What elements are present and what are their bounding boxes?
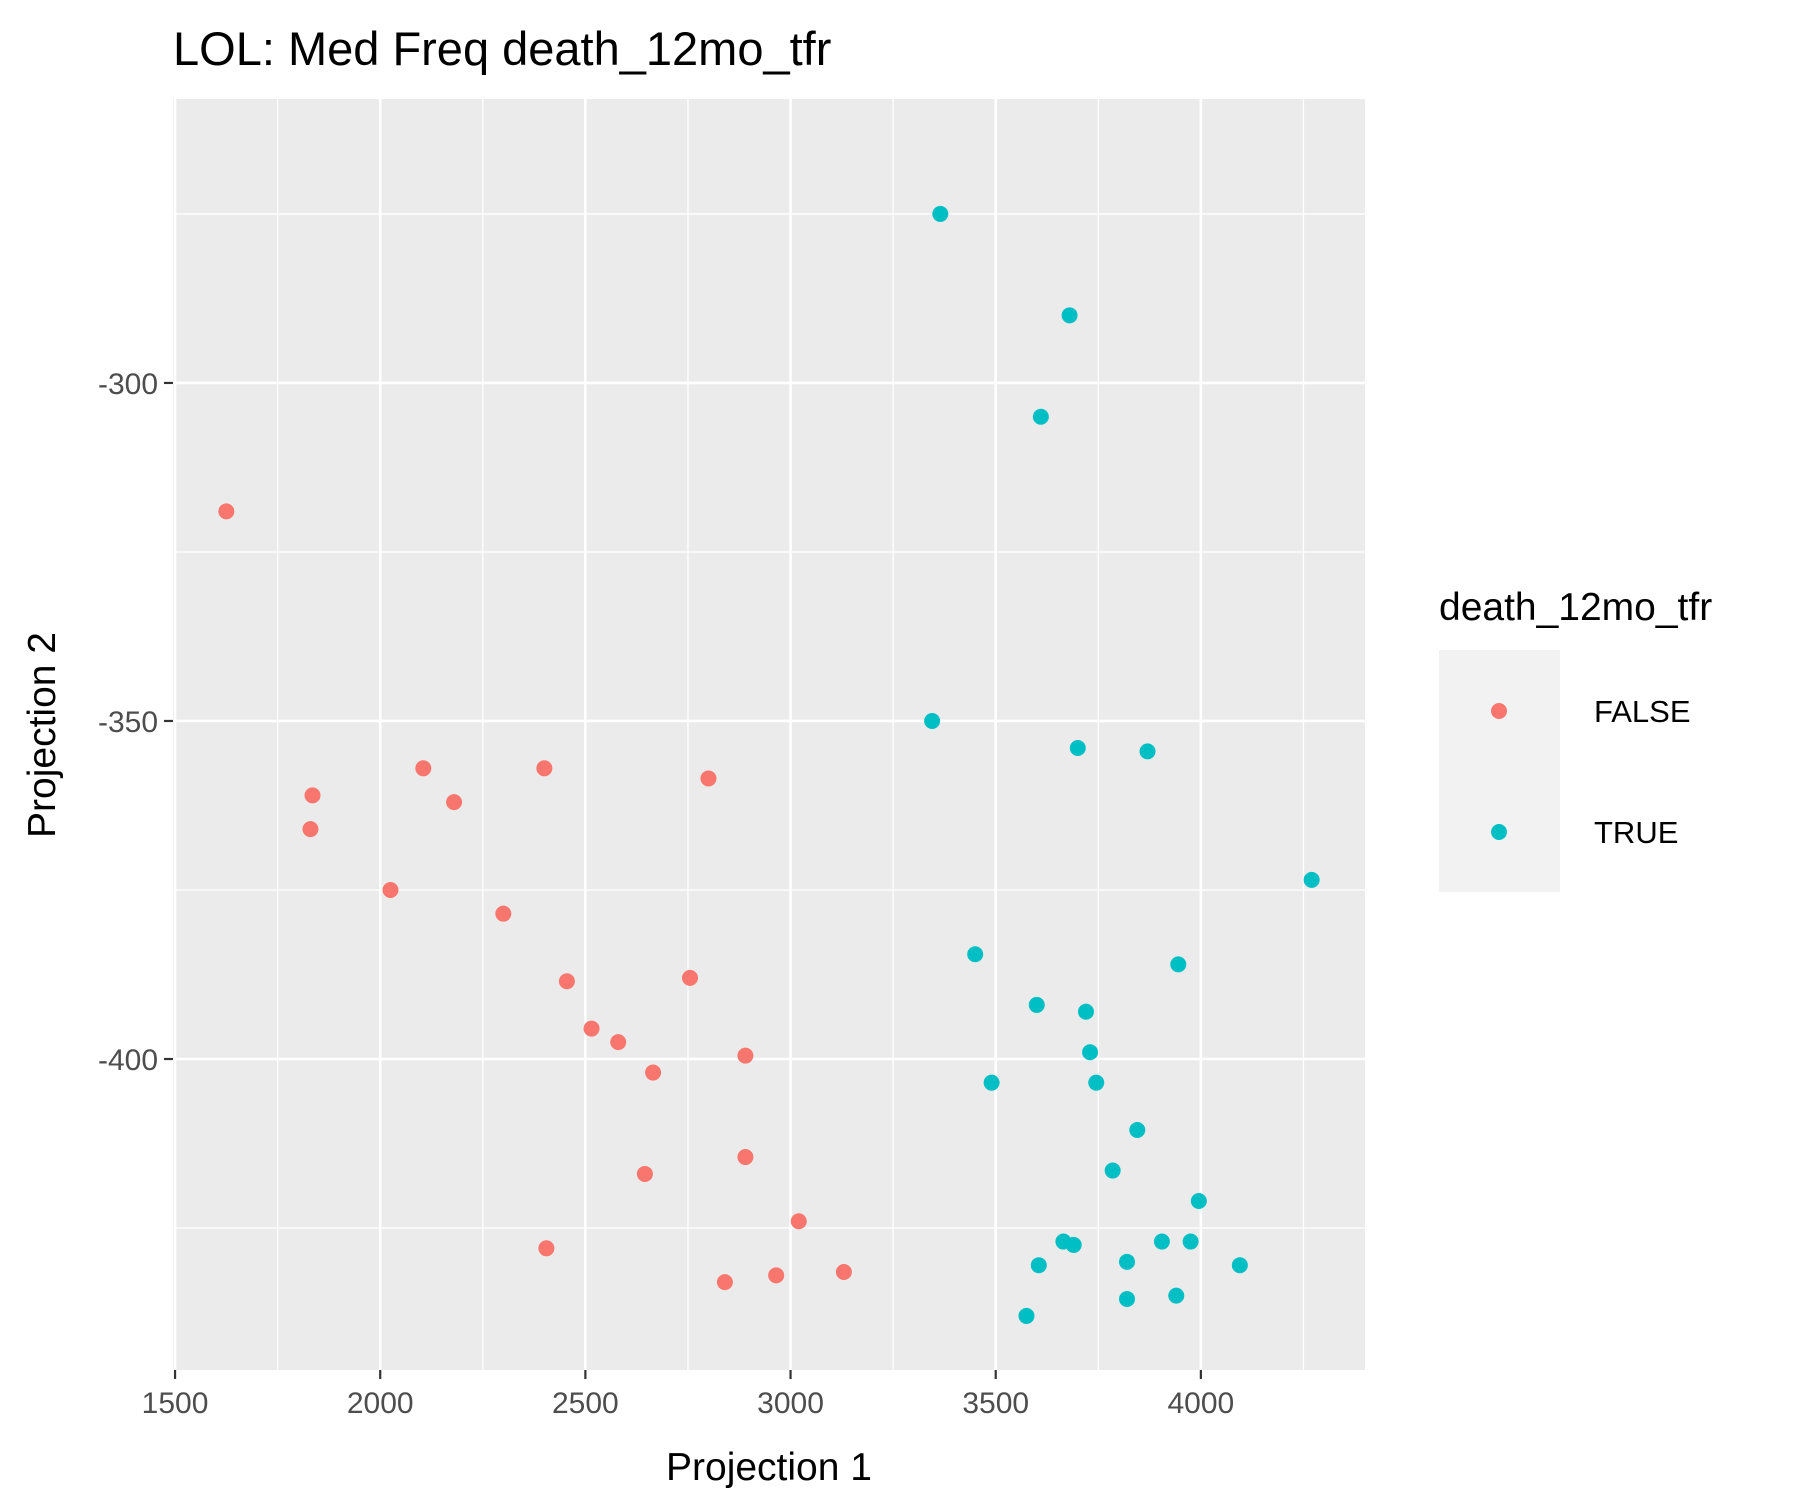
point-false: [218, 503, 235, 520]
point-false: [636, 1165, 653, 1182]
legend-key-false: [1491, 703, 1507, 719]
legend-label-false: FALSE: [1594, 694, 1691, 729]
point-false: [382, 881, 399, 898]
x-tick-label: 3000: [757, 1387, 824, 1420]
point-false: [536, 760, 553, 777]
point-false: [790, 1213, 807, 1230]
point-false: [835, 1263, 852, 1280]
legend-key-background: [1439, 650, 1560, 892]
legend-title: death_12mo_tfr: [1439, 586, 1712, 629]
point-false: [610, 1034, 627, 1051]
minor-gridlines: [173, 99, 1365, 1370]
point-true: [1182, 1233, 1199, 1250]
point-false: [495, 905, 512, 922]
point-true: [983, 1074, 1000, 1091]
point-true: [1077, 1003, 1094, 1020]
point-true: [1190, 1192, 1207, 1209]
point-true: [924, 712, 941, 729]
point-true: [1069, 740, 1086, 757]
point-true: [1139, 743, 1156, 760]
x-axis-title: Projection 1: [666, 1446, 872, 1489]
major-gridlines: [173, 99, 1365, 1370]
point-true: [1018, 1307, 1035, 1324]
point-false: [768, 1267, 785, 1284]
legend: death_12mo_tfr FALSE TRUE: [1439, 586, 1712, 892]
point-true: [1030, 1257, 1047, 1274]
point-true: [1153, 1233, 1170, 1250]
chart-title: LOL: Med Freq death_12mo_tfr: [173, 22, 831, 75]
point-true: [1119, 1291, 1136, 1308]
point-false: [682, 969, 699, 986]
y-axis-title: Projection 2: [21, 632, 64, 838]
point-false: [583, 1020, 600, 1037]
point-true: [1170, 956, 1187, 973]
point-true: [1303, 871, 1320, 888]
point-true: [1119, 1253, 1136, 1270]
point-false: [538, 1240, 555, 1257]
x-tick-label: 4000: [1167, 1387, 1234, 1420]
x-axis: 1500 2000 2500 3000 3500 4000: [142, 1370, 1234, 1420]
y-tick-label: -350: [98, 706, 158, 739]
x-tick-label: 2000: [347, 1387, 414, 1420]
point-false: [645, 1064, 662, 1081]
point-true: [1061, 307, 1078, 324]
point-true: [1032, 408, 1049, 425]
y-axis: -300 -350 -400: [98, 368, 173, 1077]
point-false: [446, 794, 463, 811]
point-true: [1088, 1074, 1105, 1091]
point-true: [1082, 1044, 1099, 1061]
point-true: [1231, 1257, 1248, 1274]
point-true: [967, 946, 984, 963]
point-false: [700, 770, 717, 787]
point-true: [1028, 996, 1045, 1013]
point-false: [558, 973, 575, 990]
point-true: [1129, 1121, 1146, 1138]
y-tick-label: -300: [98, 368, 158, 401]
plot-panel: [173, 99, 1365, 1370]
data-points: [218, 205, 1320, 1324]
point-true: [932, 205, 949, 222]
point-false: [737, 1047, 754, 1064]
x-tick-label: 2500: [552, 1387, 619, 1420]
x-tick-label: 3500: [962, 1387, 1029, 1420]
point-false: [304, 787, 321, 804]
point-true: [1168, 1287, 1185, 1304]
point-true: [1065, 1236, 1082, 1253]
point-false: [415, 760, 432, 777]
point-false: [716, 1274, 733, 1291]
legend-label-true: TRUE: [1594, 815, 1678, 850]
y-tick-label: -400: [98, 1044, 158, 1077]
x-tick-label: 1500: [142, 1387, 209, 1420]
point-true: [1104, 1162, 1121, 1179]
point-false: [302, 821, 319, 838]
point-false: [737, 1149, 754, 1166]
legend-key-true: [1491, 824, 1507, 840]
